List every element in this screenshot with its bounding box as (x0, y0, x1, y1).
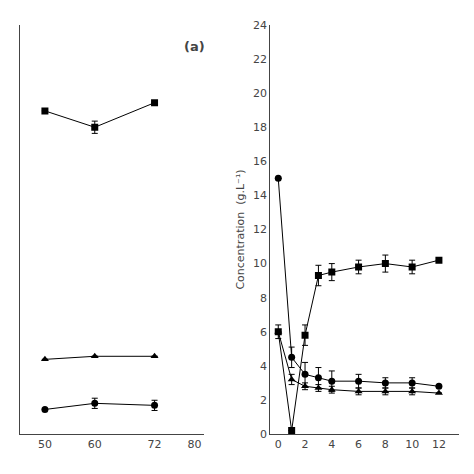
svg-text:10: 10 (405, 438, 419, 451)
svg-text:0: 0 (275, 438, 282, 451)
svg-text:18: 18 (253, 121, 267, 134)
svg-text:4: 4 (260, 360, 267, 373)
svg-text:2: 2 (302, 438, 309, 451)
svg-text:20: 20 (253, 87, 267, 100)
svg-text:50: 50 (38, 438, 52, 451)
svg-text:4: 4 (328, 438, 335, 451)
svg-text:10: 10 (253, 257, 267, 270)
svg-text:(a): (a) (184, 39, 205, 54)
svg-text:8: 8 (382, 438, 389, 451)
svg-text:6: 6 (260, 326, 267, 339)
svg-text:8: 8 (260, 292, 267, 305)
svg-text:16: 16 (253, 155, 267, 168)
svg-text:Concentration (g.L⁻¹): Concentration (g.L⁻¹) (234, 169, 247, 289)
svg-text:14: 14 (253, 189, 267, 202)
svg-text:2: 2 (260, 394, 267, 407)
svg-text:0: 0 (260, 428, 267, 441)
svg-text:12: 12 (253, 223, 267, 236)
svg-text:60: 60 (88, 438, 102, 451)
svg-text:12: 12 (432, 438, 446, 451)
svg-text:22: 22 (253, 53, 267, 66)
svg-text:6: 6 (355, 438, 362, 451)
svg-text:80: 80 (187, 438, 201, 451)
svg-text:72: 72 (148, 438, 162, 451)
svg-text:24: 24 (253, 19, 267, 32)
